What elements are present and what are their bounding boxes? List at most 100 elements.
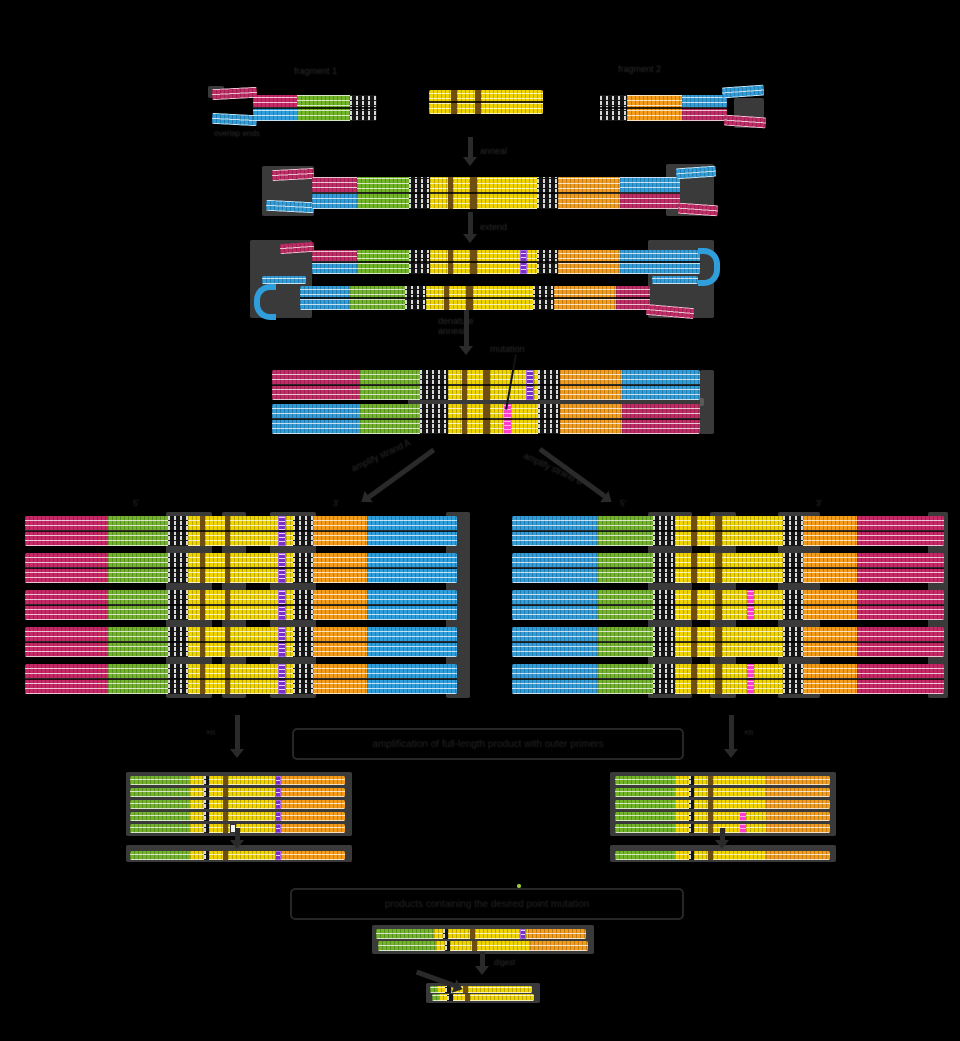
seg-orange (803, 627, 857, 657)
seg-yellow (188, 516, 200, 546)
seg-yellow (230, 553, 278, 583)
seg-brown (470, 929, 475, 939)
seg-purple (275, 812, 281, 821)
arrow-head (463, 234, 477, 243)
seg-yellow (675, 800, 689, 809)
dna-right-pool-row-2 (512, 553, 944, 583)
seg-magenta (271, 167, 315, 182)
seg-brown (472, 941, 477, 951)
seg-yellow (209, 800, 223, 809)
dna-right-pool-row-3 (512, 590, 944, 620)
seg-black (204, 776, 209, 785)
seg-yellow (228, 800, 275, 809)
arrow-head (475, 966, 489, 975)
seg-black (204, 788, 209, 797)
seg-orange (560, 404, 622, 434)
trim-left-arrow-icon (228, 828, 246, 850)
seg-green (430, 986, 437, 993)
seg-green (615, 800, 675, 809)
seg-black (537, 177, 558, 209)
seg-green (598, 553, 653, 583)
seg-yellow (713, 824, 740, 833)
seg-brown (483, 404, 490, 434)
seg-pink (740, 824, 746, 833)
seg-magenta (857, 627, 944, 657)
seg-black (653, 627, 675, 657)
seg-blue (620, 250, 700, 274)
seg-yellow (437, 986, 445, 993)
seg-yellow (713, 812, 740, 821)
seg-orange (803, 516, 857, 546)
seg-orange (554, 286, 616, 310)
seg-yellow (450, 941, 472, 951)
step-denature-arrow-icon (457, 310, 475, 356)
left-pool-3p-label: 3' (333, 499, 339, 508)
seg-black (204, 812, 209, 821)
pool-right-cycles-label: ×n (744, 728, 754, 737)
seg-green (108, 664, 168, 694)
seg-black (420, 404, 448, 434)
denature-anneal-label: denature anneal (438, 316, 474, 337)
dna-frag3-duplex (600, 95, 727, 121)
seg-yellow (230, 627, 278, 657)
seg-purple (278, 553, 286, 583)
seg-brown (223, 824, 228, 833)
seg-magenta (857, 664, 944, 694)
seg-yellow (286, 627, 293, 657)
seg-green (598, 590, 653, 620)
seg-orange (281, 824, 345, 833)
seg-brown (223, 812, 228, 821)
seg-yellow (722, 553, 783, 583)
dna-frag1-duplex (253, 95, 377, 121)
dna-trimmed-right-row-5 (615, 824, 830, 833)
seg-blue (512, 553, 598, 583)
seg-yellow (467, 404, 483, 434)
seg-orange (766, 824, 830, 833)
seg-yellow (675, 553, 691, 583)
seg-blue (622, 370, 700, 400)
dna-left-pool-row-5 (25, 664, 457, 694)
seg-green (130, 812, 190, 821)
arrow-head (715, 840, 729, 849)
seg-yellow (430, 250, 448, 274)
dna-final-product-top (430, 986, 532, 993)
arrow-shaft (505, 354, 517, 410)
seg-yellow (746, 812, 766, 821)
seg-yellow (475, 929, 520, 939)
seg-top-strand (312, 250, 357, 262)
seg-black (537, 250, 558, 274)
dna-trimmed-right-row-1 (615, 776, 830, 785)
selection-step-box: products containing the desired point mu… (290, 888, 684, 920)
seg-green (108, 516, 168, 546)
right-pool-3p-label: 3' (816, 499, 822, 508)
seg-yellow (697, 627, 715, 657)
seg-yellow (675, 824, 689, 833)
seg-yellow (467, 370, 483, 400)
seg-yellow (228, 776, 275, 785)
seg-orange (281, 851, 345, 860)
dna-selected-duplex-bottom (378, 941, 588, 951)
seg-black (689, 812, 694, 821)
seg-yellow (286, 516, 293, 546)
seg-yellow (713, 788, 766, 797)
seg-yellow (188, 590, 200, 620)
seg-brown (470, 177, 477, 209)
arrow-shaft (479, 952, 485, 966)
seg-yellow (697, 590, 715, 620)
seg-orange (766, 812, 830, 821)
seg-yellow (209, 776, 223, 785)
arrow-shaft (234, 715, 240, 749)
seg-yellow (675, 812, 689, 821)
gray-patch (700, 370, 714, 434)
seg-purple (275, 776, 281, 785)
seg-yellow (477, 941, 530, 951)
seg-yellow (722, 590, 747, 620)
seg-yellow (697, 516, 715, 546)
seg-bottom-strand (312, 262, 357, 274)
seg-black (204, 800, 209, 809)
seg-magenta (25, 627, 108, 657)
seg-yellow (190, 776, 204, 785)
seg-yellow (713, 776, 766, 785)
seg-brown (715, 627, 722, 657)
